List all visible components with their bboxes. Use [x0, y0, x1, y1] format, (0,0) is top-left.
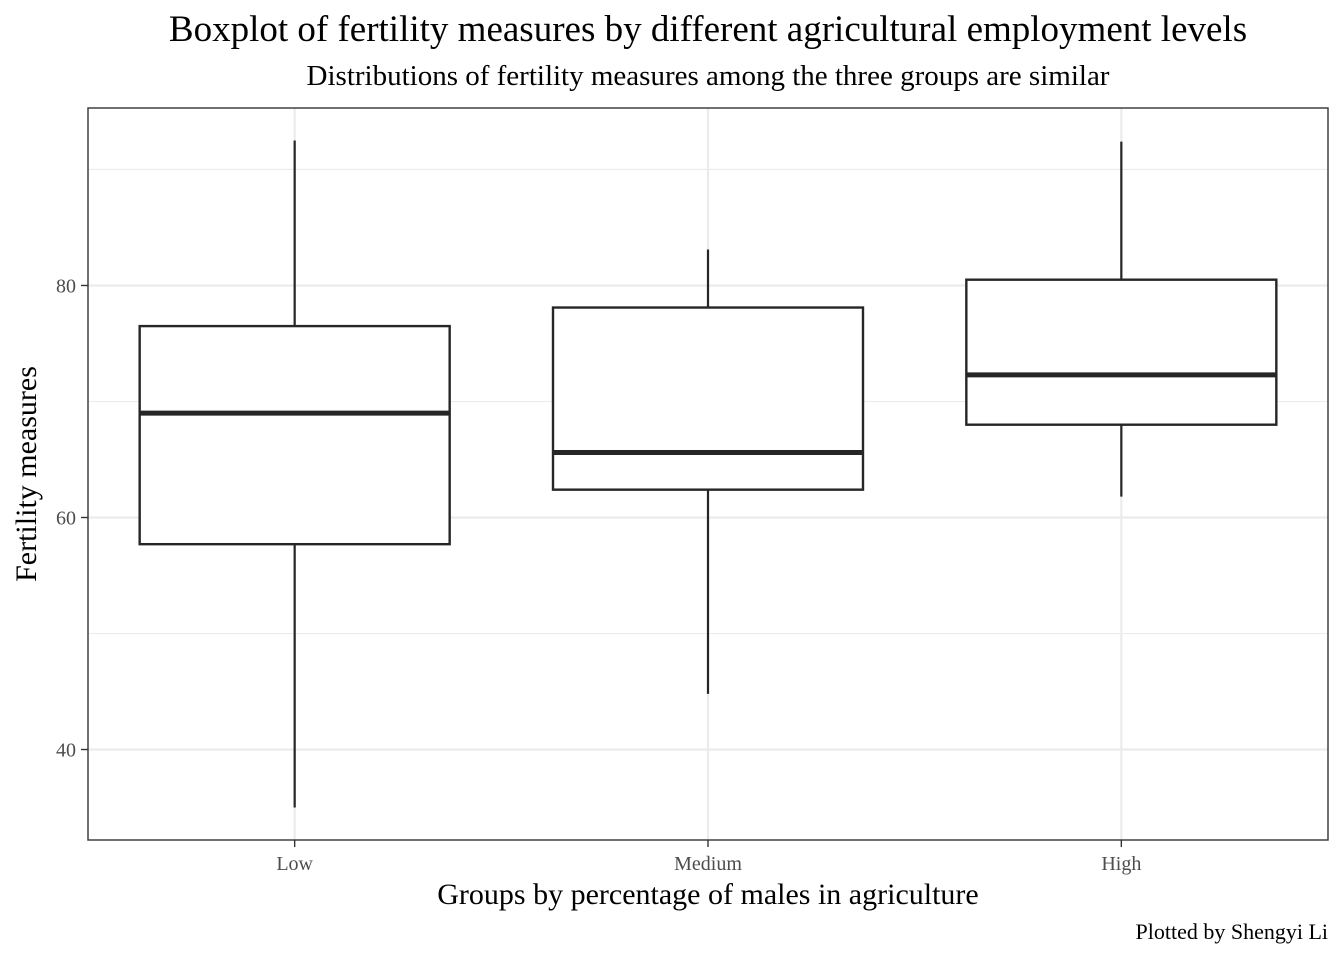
y-tick-label: 40	[56, 740, 76, 762]
chart-caption: Plotted by Shengyi Li	[1135, 919, 1329, 944]
x-axis-title: Groups by percentage of males in agricul…	[437, 878, 978, 911]
x-tick-label: High	[1101, 853, 1141, 875]
boxes-layer	[138, 140, 1278, 808]
axes-layer: 40 60 80 Low Medium High	[56, 275, 1141, 875]
chart-subtitle: Distributions of fertility measures amon…	[306, 60, 1110, 92]
x-tick-label: Medium	[674, 853, 742, 875]
y-axis-title: Fertility measures	[10, 366, 43, 582]
y-tick-label: 80	[56, 275, 76, 297]
y-tick-label: 60	[56, 508, 76, 530]
box-high	[965, 141, 1278, 497]
box-iqr	[138, 324, 451, 546]
box-medium	[551, 249, 865, 694]
x-tick-label: Low	[276, 853, 313, 875]
box-iqr	[551, 306, 865, 491]
chart-title: Boxplot of fertility measures by differe…	[168, 9, 1248, 50]
box-low	[138, 140, 451, 808]
box-iqr	[965, 278, 1278, 426]
